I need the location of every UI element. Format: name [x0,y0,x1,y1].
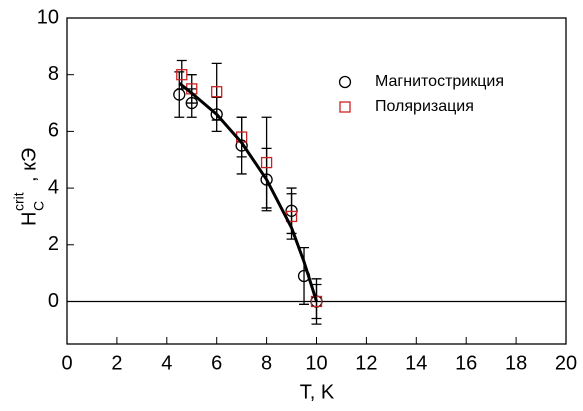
x-tick-label: 20 [555,352,577,374]
point [176,69,188,81]
y-tick-label: 6 [48,120,59,142]
error-bar [186,74,197,104]
error-bar [299,246,310,305]
x-axis-label: T, K [300,381,335,403]
point [211,86,223,98]
point [260,156,273,169]
x-tick-label: 10 [305,352,327,374]
legend-marker [339,101,351,113]
error-bar [311,283,322,320]
legend-label: Поляризация [375,98,474,115]
error-bar [261,116,272,209]
y-label-sub: C [31,201,47,211]
y-tick-label: 10 [37,6,59,28]
y-tick-label: 4 [48,176,59,198]
y-tick-label: 2 [48,233,59,255]
y-axis-label: H C crit , кЭ [11,148,47,226]
x-tick-label: 18 [505,352,527,374]
x-tick-label: 4 [161,352,172,374]
x-tick-label: 0 [61,352,72,374]
y-label-sup: crit [11,192,27,211]
x-tick-label: 16 [455,352,477,374]
error-bar [286,193,297,240]
x-tick-label: 8 [261,352,272,374]
fit-curve [178,82,318,302]
legend-label: Магнитострикция [375,73,504,90]
y-label-main: H [18,212,40,226]
x-tick-label: 6 [211,352,222,374]
x-tick-label: 14 [405,352,427,374]
x-tick-label: 12 [355,352,377,374]
x-tick-label: 2 [111,352,122,374]
error-bar [174,71,185,118]
y-tick-label: 0 [48,290,59,312]
y-label-unit: , кЭ [18,148,40,182]
legend-marker [338,75,352,89]
error-bar [236,116,247,158]
y-tick-label: 8 [48,63,59,85]
